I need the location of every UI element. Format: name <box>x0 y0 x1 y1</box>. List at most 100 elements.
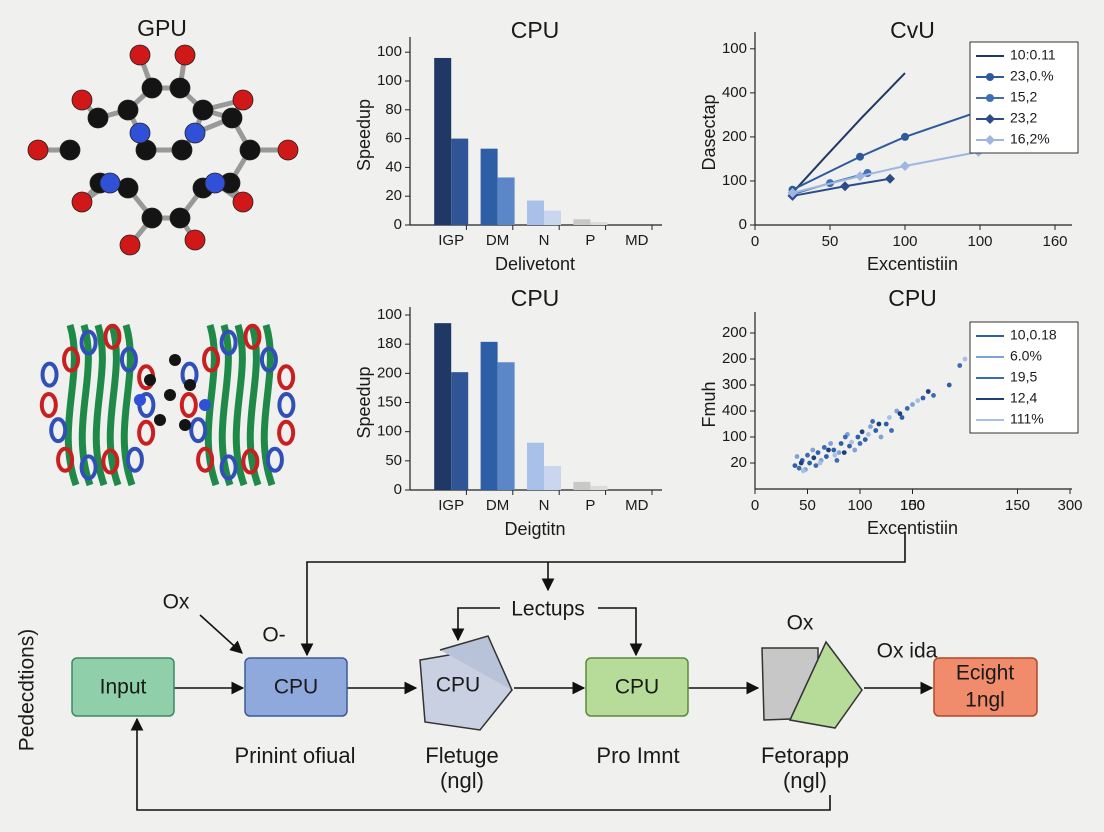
helix <box>241 448 260 475</box>
x-axis-label: Excentistiin <box>867 254 958 274</box>
helix <box>40 361 59 388</box>
arrow <box>199 614 243 654</box>
x-tick-label: 100 <box>900 497 925 514</box>
helix <box>259 346 278 373</box>
bar <box>544 466 561 490</box>
molecule <box>27 44 299 256</box>
node-box <box>244 657 348 717</box>
helix <box>79 454 98 481</box>
x-tick-label: N <box>539 497 550 514</box>
point <box>946 382 952 388</box>
x-tick-label: 150 <box>900 497 925 514</box>
y-tick-label: 150 <box>377 393 402 410</box>
sheet <box>232 323 248 487</box>
point <box>920 395 926 401</box>
point <box>838 441 844 446</box>
point <box>855 434 861 440</box>
marker <box>900 160 910 171</box>
atom <box>134 394 146 406</box>
atom <box>232 191 254 213</box>
y-tick-label: 100 <box>722 172 747 189</box>
atom <box>59 139 81 161</box>
marker <box>840 181 850 192</box>
note: O- <box>262 624 285 647</box>
point <box>847 443 852 449</box>
point <box>859 429 865 435</box>
point <box>931 393 936 398</box>
legend-label: 111% <box>1010 411 1044 427</box>
point <box>868 424 873 429</box>
y-axis-label: Dasectap <box>699 94 719 170</box>
legend-label: 15,2 <box>1010 89 1037 105</box>
node-label: Input <box>100 676 147 699</box>
point <box>834 458 840 463</box>
bar <box>497 362 515 490</box>
connectors <box>130 532 934 811</box>
x-tick-label: IGP <box>438 497 464 514</box>
chart-title: CPU <box>511 17 560 43</box>
marker <box>985 114 995 124</box>
point <box>813 463 819 468</box>
note: Ox ida <box>877 640 938 663</box>
node-caption: Prinint ofiual <box>234 743 355 768</box>
point <box>807 460 812 466</box>
atom <box>174 44 196 66</box>
point <box>887 415 892 420</box>
x-tick-label: 100 <box>967 233 992 250</box>
node-box <box>933 657 1038 717</box>
node-label: Ecight <box>956 662 1015 685</box>
atom <box>199 399 211 411</box>
marker <box>986 94 994 102</box>
y-tick-label: 200 <box>722 350 747 367</box>
y-tick-label: 40 <box>385 158 402 175</box>
point <box>857 441 863 446</box>
bar <box>434 57 452 226</box>
legend-label: 23,0.% <box>1010 68 1054 84</box>
helix <box>277 419 296 446</box>
point <box>883 421 889 427</box>
series-line <box>791 72 906 194</box>
helix <box>243 323 262 350</box>
y-tick-label: 0 <box>739 216 747 233</box>
atom <box>129 44 151 66</box>
legend-label: 12,4 <box>1010 390 1037 406</box>
node-label: 1ngl <box>965 689 1005 712</box>
x-tick-label: 150 <box>1005 497 1030 514</box>
point <box>897 411 903 416</box>
helix <box>79 329 98 356</box>
x-tick-label: P <box>585 232 595 249</box>
point <box>824 454 829 459</box>
point <box>915 398 921 403</box>
atom <box>239 139 261 161</box>
atom <box>117 99 139 121</box>
y-tick-label: 0 <box>394 481 402 498</box>
helix <box>62 346 81 373</box>
arrow <box>130 717 831 811</box>
bar <box>573 219 591 225</box>
y-tick-label: 400 <box>722 84 747 101</box>
atom <box>184 379 196 391</box>
point <box>904 406 910 411</box>
y-tick-label: 100 <box>377 306 402 323</box>
atom <box>169 77 191 99</box>
atom <box>129 122 151 144</box>
sheet <box>106 323 122 487</box>
x-tick-label: 0 <box>751 497 759 514</box>
bar <box>480 341 498 490</box>
x-tick-label: N <box>539 232 550 249</box>
point <box>866 432 871 437</box>
x-tick-label: 100 <box>892 233 917 250</box>
marker <box>901 132 909 141</box>
atom <box>192 99 214 121</box>
node-caption: Fetorapp <box>761 743 849 768</box>
bar <box>434 323 452 490</box>
chart-title: CvU <box>890 17 935 43</box>
y-axis-label: Speedup <box>354 99 374 171</box>
legend-label: 16,2% <box>1010 131 1050 147</box>
point <box>962 356 968 362</box>
atom <box>141 207 163 229</box>
helix <box>49 417 68 444</box>
marker <box>885 173 895 184</box>
sheet <box>246 323 262 487</box>
atom <box>119 234 141 256</box>
